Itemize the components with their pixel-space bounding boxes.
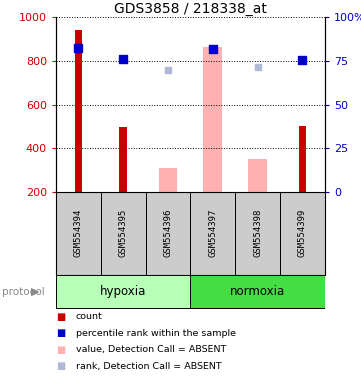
Title: GDS3858 / 218338_at: GDS3858 / 218338_at	[114, 2, 267, 16]
Text: hypoxia: hypoxia	[100, 285, 146, 298]
Text: GSM554396: GSM554396	[164, 209, 173, 257]
Text: rank, Detection Call = ABSENT: rank, Detection Call = ABSENT	[76, 362, 221, 371]
Bar	[248, 159, 267, 192]
Text: GSM554395: GSM554395	[119, 209, 128, 257]
Point	[300, 56, 305, 63]
Bar	[158, 167, 177, 192]
Bar	[101, 192, 145, 275]
Text: ■: ■	[56, 328, 65, 338]
Text: ■: ■	[56, 312, 65, 322]
Text: GSM554394: GSM554394	[74, 209, 83, 257]
Text: normoxia: normoxia	[230, 285, 285, 298]
Bar	[191, 192, 235, 275]
Bar	[119, 127, 127, 192]
Point	[120, 56, 126, 62]
Point	[255, 64, 261, 70]
Text: GSM554397: GSM554397	[208, 209, 217, 257]
Point	[75, 45, 81, 51]
Text: ■: ■	[56, 361, 65, 371]
Bar	[56, 275, 191, 308]
Text: GSM554399: GSM554399	[298, 209, 307, 257]
Bar	[204, 47, 222, 192]
Bar	[280, 192, 325, 275]
Text: ▶: ▶	[31, 287, 39, 297]
Point	[210, 46, 216, 52]
Bar	[75, 30, 82, 192]
Point	[165, 67, 171, 73]
Text: ■: ■	[56, 345, 65, 355]
Text: protocol: protocol	[2, 287, 44, 297]
Bar	[235, 192, 280, 275]
Bar	[299, 126, 306, 192]
Bar	[56, 192, 101, 275]
Text: count: count	[76, 312, 103, 321]
Text: percentile rank within the sample: percentile rank within the sample	[76, 329, 236, 338]
Text: value, Detection Call = ABSENT: value, Detection Call = ABSENT	[76, 345, 226, 354]
Text: GSM554398: GSM554398	[253, 209, 262, 257]
Bar	[145, 192, 191, 275]
Bar	[191, 275, 325, 308]
